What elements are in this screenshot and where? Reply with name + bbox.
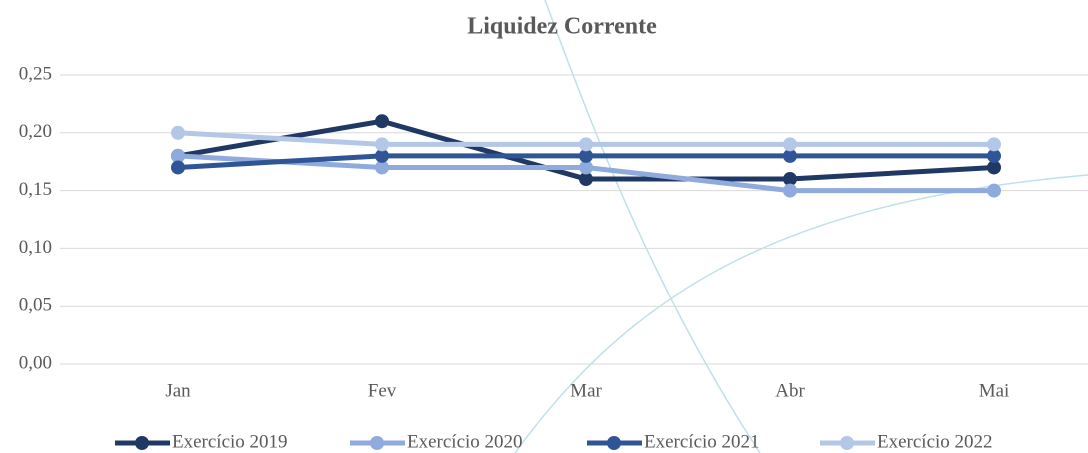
legend-marker	[135, 436, 149, 450]
x-tick-label: Mar	[570, 380, 602, 401]
y-tick-label: 0,10	[19, 237, 52, 258]
legend-label: Exercício 2021	[644, 431, 760, 452]
data-point	[171, 148, 185, 163]
data-point	[375, 114, 389, 129]
data-point	[783, 183, 797, 198]
data-point	[579, 137, 593, 152]
y-tick-label: 0,20	[19, 121, 52, 142]
y-tick-label: 0,00	[19, 352, 52, 373]
data-point	[579, 172, 593, 187]
legend-label: Exercício 2022	[877, 431, 993, 452]
x-tick-label: Jan	[165, 380, 191, 401]
data-point	[171, 125, 185, 140]
data-point	[783, 137, 797, 152]
legend-label: Exercício 2019	[172, 431, 288, 452]
y-tick-label: 0,05	[19, 295, 52, 316]
data-point	[375, 148, 389, 163]
legend-marker	[607, 436, 621, 450]
data-point	[375, 160, 389, 175]
data-point	[987, 148, 1001, 163]
x-tick-label: Mai	[979, 380, 1010, 401]
data-point	[171, 160, 185, 175]
data-point	[579, 160, 593, 175]
legend-marker	[840, 436, 854, 450]
legend-marker	[370, 436, 384, 450]
y-tick-label: 0,25	[19, 63, 52, 84]
x-tick-label: Fev	[368, 380, 397, 401]
chart-title: Liquidez Corrente	[467, 14, 657, 40]
y-tick-label: 0,15	[19, 179, 52, 200]
decoration	[514, 174, 1088, 453]
data-point	[987, 137, 1001, 152]
data-point	[987, 160, 1001, 175]
data-point	[783, 172, 797, 187]
data-point	[987, 183, 1001, 198]
data-point	[579, 148, 593, 163]
x-tick-label: Abr	[775, 380, 805, 401]
decoration	[544, 0, 761, 453]
legend-label: Exercício 2020	[407, 431, 523, 452]
data-point	[783, 148, 797, 163]
data-point	[375, 137, 389, 152]
